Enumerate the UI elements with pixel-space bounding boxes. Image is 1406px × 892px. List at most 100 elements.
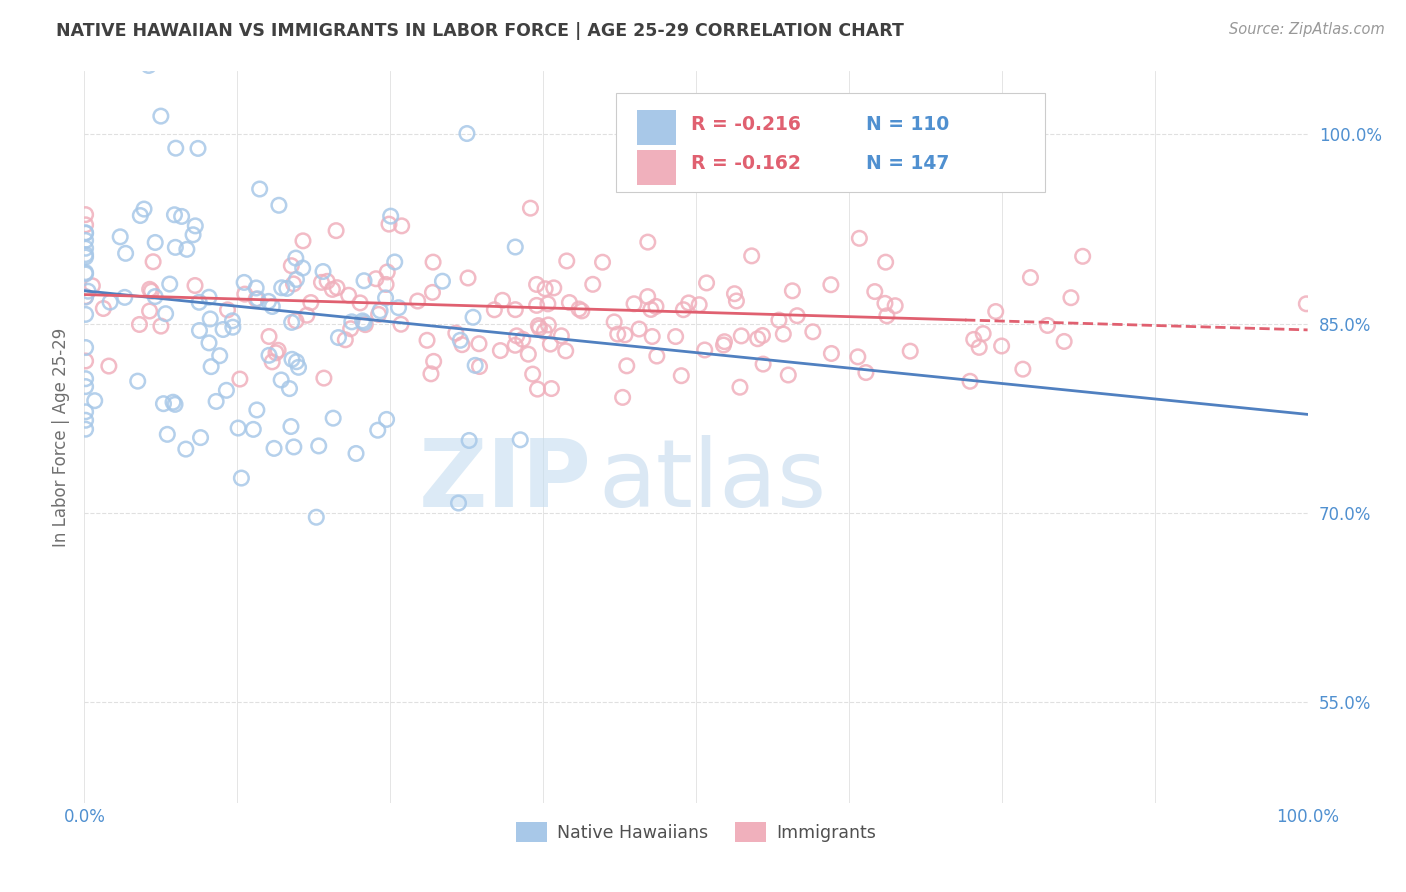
- Point: [730, 329, 752, 343]
- Point: [93, 301, 115, 316]
- Bar: [637, 110, 676, 145]
- Point: [375, 412, 398, 426]
- Point: [75, 250, 97, 264]
- Point: [537, 318, 560, 332]
- Point: [353, 316, 375, 330]
- Point: [284, 251, 307, 265]
- Point: [1295, 297, 1317, 311]
- Point: [340, 315, 363, 329]
- Point: [152, 397, 174, 411]
- Point: [257, 348, 280, 362]
- Point: [233, 276, 256, 290]
- Point: [267, 198, 290, 212]
- Point: [509, 433, 531, 447]
- Point: [217, 302, 239, 317]
- Point: [963, 333, 986, 347]
- Point: [354, 318, 377, 332]
- Point: [526, 382, 548, 396]
- Point: [876, 309, 898, 323]
- Point: [328, 330, 350, 344]
- Point: [75, 405, 97, 419]
- Point: [291, 234, 314, 248]
- Point: [143, 235, 166, 250]
- Point: [820, 277, 842, 292]
- Point: [188, 295, 211, 310]
- Point: [1071, 249, 1094, 263]
- Point: [138, 58, 160, 72]
- Point: [512, 332, 534, 346]
- Point: [264, 346, 287, 360]
- Text: Source: ZipAtlas.com: Source: ZipAtlas.com: [1229, 22, 1385, 37]
- Point: [138, 304, 160, 318]
- Point: [389, 318, 412, 332]
- Point: [162, 395, 184, 409]
- Point: [1036, 318, 1059, 333]
- Text: R = -0.162: R = -0.162: [692, 154, 801, 173]
- Point: [645, 300, 668, 314]
- Point: [696, 276, 718, 290]
- Point: [723, 286, 745, 301]
- Point: [97, 359, 120, 373]
- Point: [337, 288, 360, 302]
- Point: [637, 290, 659, 304]
- Point: [537, 297, 560, 311]
- Point: [75, 290, 97, 304]
- Point: [972, 326, 994, 341]
- Point: [422, 285, 444, 300]
- Point: [141, 284, 163, 298]
- Point: [529, 321, 551, 335]
- Point: [229, 372, 252, 386]
- Point: [280, 315, 302, 329]
- Point: [83, 393, 105, 408]
- Point: [637, 235, 659, 249]
- Point: [208, 349, 231, 363]
- Point: [967, 340, 990, 354]
- Point: [188, 324, 211, 338]
- Point: [75, 413, 97, 427]
- Point: [873, 296, 896, 310]
- Point: [538, 337, 561, 351]
- Point: [108, 229, 131, 244]
- Point: [1019, 270, 1042, 285]
- FancyBboxPatch shape: [616, 94, 1045, 192]
- Point: [592, 255, 614, 269]
- Point: [267, 343, 290, 358]
- Point: [1011, 362, 1033, 376]
- Point: [457, 271, 479, 285]
- Text: atlas: atlas: [598, 435, 827, 527]
- Point: [75, 208, 97, 222]
- Point: [75, 266, 97, 280]
- Point: [456, 127, 478, 141]
- Point: [283, 440, 305, 454]
- Point: [540, 382, 562, 396]
- Point: [165, 240, 187, 254]
- Point: [75, 354, 97, 368]
- Point: [75, 290, 97, 304]
- Point: [75, 218, 97, 232]
- Point: [312, 264, 335, 278]
- Point: [534, 282, 557, 296]
- Point: [299, 295, 322, 310]
- Point: [149, 109, 172, 123]
- Point: [155, 307, 177, 321]
- Point: [305, 510, 328, 524]
- Point: [432, 274, 454, 288]
- Point: [98, 295, 121, 310]
- Point: [768, 313, 790, 327]
- Point: [422, 354, 444, 368]
- Point: [245, 281, 267, 295]
- Point: [1053, 334, 1076, 349]
- Text: R = -0.216: R = -0.216: [692, 114, 801, 134]
- Point: [375, 277, 398, 292]
- Point: [741, 249, 763, 263]
- Point: [143, 289, 166, 303]
- Point: [75, 422, 97, 436]
- Point: [325, 224, 347, 238]
- Point: [326, 281, 349, 295]
- Point: [311, 276, 333, 290]
- Point: [772, 326, 794, 341]
- Point: [848, 231, 870, 245]
- Point: [263, 442, 285, 456]
- Text: N = 110: N = 110: [866, 114, 949, 134]
- Point: [138, 282, 160, 296]
